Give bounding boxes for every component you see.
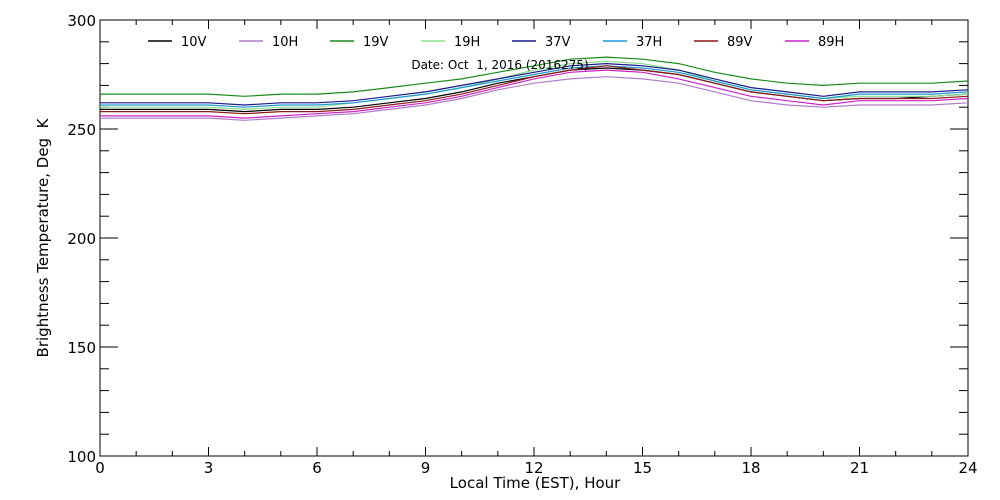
plot-frame	[99, 19, 969, 457]
series-line-89v	[100, 65, 969, 115]
legend-label-89v: 89V	[727, 35, 753, 50]
x-tick-label: 3	[204, 459, 214, 477]
series-line-37v	[100, 62, 969, 106]
series-line-19v	[100, 56, 969, 97]
legend-label-89h: 89H	[818, 35, 844, 50]
axis-ticks-group	[99, 19, 969, 457]
legend-group: 10V 10H 19V 19H 37V 37H 89V 89H	[148, 35, 844, 50]
x-tick-label: 21	[850, 459, 869, 477]
legend-label-19h: 19H	[454, 35, 480, 50]
x-tick-label: 9	[421, 459, 431, 477]
x-tick-label: 6	[312, 459, 322, 477]
x-tick-label: 18	[741, 459, 760, 477]
plot-frame-group	[99, 19, 969, 457]
x-tick-label: 15	[633, 459, 652, 477]
y-tick-label: 200	[67, 230, 96, 248]
series-line-37h	[100, 65, 969, 108]
series-lines-group	[100, 56, 969, 121]
date-annotation: Date: Oct 1, 2016 (2016275)	[411, 58, 588, 72]
series-line-89h	[100, 69, 969, 119]
x-axis-label: Local Time (EST), Hour	[450, 474, 621, 492]
legend-label-19v: 19V	[363, 35, 389, 50]
legend-label-37v: 37V	[545, 35, 571, 50]
x-tick-label: 12	[524, 459, 543, 477]
y-tick-label: 250	[67, 121, 96, 139]
legend-label-37h: 37H	[636, 35, 662, 50]
legend-label-10v: 10V	[181, 35, 207, 50]
y-tick-label: 300	[67, 12, 96, 30]
tick-labels-group: 0 3 6 9 12 15 18 21 24 100 150 200 250 300	[67, 12, 977, 477]
x-tick-label: 24	[958, 459, 977, 477]
legend-label-10h: 10H	[272, 35, 298, 50]
series-line-10h	[100, 76, 969, 121]
x-tick-label: 0	[95, 459, 105, 477]
y-tick-label: 100	[67, 448, 96, 466]
y-axis-label: Brightness Temperature, Deg K	[34, 117, 52, 357]
y-tick-label: 150	[67, 339, 96, 357]
